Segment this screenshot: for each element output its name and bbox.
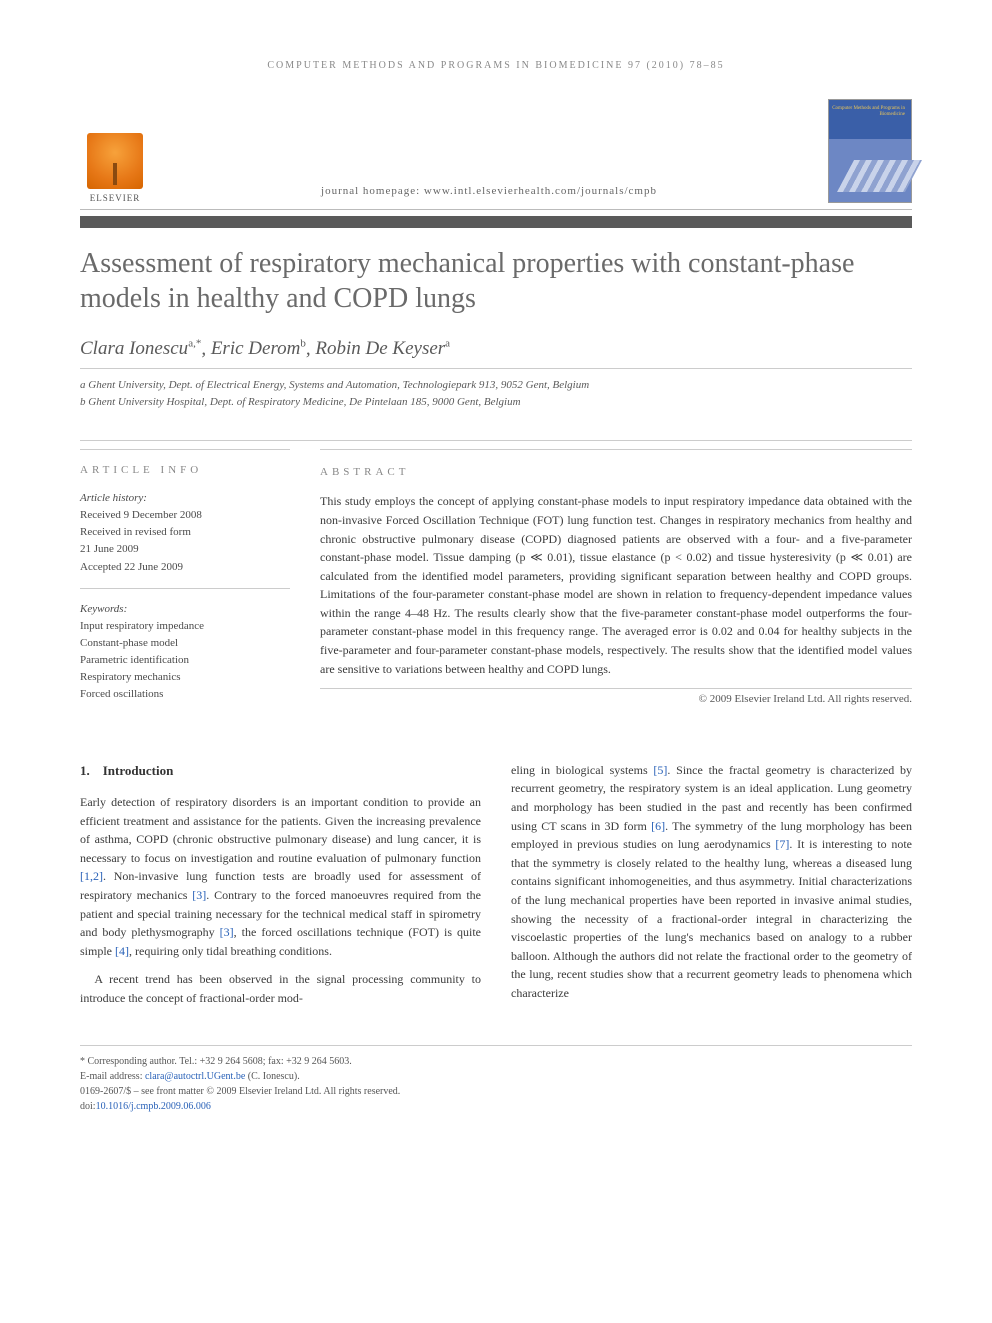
body-two-column: 1. Introduction Early detection of respi… — [80, 761, 912, 1015]
keyword: Constant-phase model — [80, 635, 290, 652]
abstract-column: ABSTRACT This study employs the concept … — [320, 449, 912, 727]
abstract-text: This study employs the concept of applyi… — [320, 492, 912, 689]
footnotes: * Corresponding author. Tel.: +32 9 264 … — [80, 1045, 912, 1114]
section-heading: 1. Introduction — [80, 761, 481, 781]
article-info-heading: ARTICLE INFO — [80, 464, 202, 476]
author-rule — [80, 368, 912, 369]
affiliations: a Ghent University, Dept. of Electrical … — [80, 377, 912, 410]
cover-label: Computer Methods and Programs in Biomedi… — [829, 106, 905, 118]
history-revised-label: Received in revised form — [80, 524, 290, 541]
elsevier-logo: ELSEVIER — [80, 123, 150, 203]
journal-homepage: journal homepage: www.intl.elsevierhealt… — [150, 185, 828, 203]
section-title: Introduction — [103, 763, 174, 778]
author: Clara Ionescua,* — [80, 338, 201, 359]
article-history: Article history: Received 9 December 200… — [80, 490, 290, 588]
article-info-column: ARTICLE INFO Article history: Received 9… — [80, 449, 290, 727]
history-label: Article history: — [80, 490, 290, 507]
paragraph: Early detection of respiratory disorders… — [80, 793, 481, 960]
affiliation: b Ghent University Hospital, Dept. of Re… — [80, 394, 912, 411]
doi-line: doi:10.1016/j.cmpb.2009.06.006 — [80, 1099, 912, 1114]
corresponding-author: * Corresponding author. Tel.: +32 9 264 … — [80, 1054, 912, 1069]
running-head: COMPUTER METHODS AND PROGRAMS IN BIOMEDI… — [80, 60, 912, 71]
abstract-heading: ABSTRACT — [320, 466, 409, 478]
affiliation: a Ghent University, Dept. of Electrical … — [80, 377, 912, 394]
journal-cover-thumbnail: Computer Methods and Programs in Biomedi… — [828, 99, 912, 203]
title-rule — [80, 216, 912, 228]
issn-line: 0169-2607/$ – see front matter © 2009 El… — [80, 1084, 912, 1099]
email-line: E-mail address: clara@autoctrl.UGent.be … — [80, 1069, 912, 1084]
elsevier-tree-icon — [87, 133, 143, 189]
keyword: Parametric identification — [80, 652, 290, 669]
author-line: Clara Ionescua,*, Eric Deromb, Robin De … — [80, 338, 912, 360]
paragraph: A recent trend has been observed in the … — [80, 970, 481, 1007]
keyword: Respiratory mechanics — [80, 669, 290, 686]
article-title: Assessment of respiratory mechanical pro… — [80, 246, 912, 316]
email-link[interactable]: clara@autoctrl.UGent.be — [145, 1071, 245, 1082]
author: Eric Deromb — [211, 338, 306, 359]
history-received: Received 9 December 2008 — [80, 507, 290, 524]
doi-link[interactable]: 10.1016/j.cmpb.2009.06.006 — [96, 1101, 211, 1112]
keyword: Forced oscillations — [80, 686, 290, 703]
history-accepted: Accepted 22 June 2009 — [80, 559, 290, 576]
masthead: ELSEVIER journal homepage: www.intl.else… — [80, 99, 912, 210]
history-revised-date: 21 June 2009 — [80, 541, 290, 558]
copyright-line: © 2009 Elsevier Ireland Ltd. All rights … — [320, 693, 912, 705]
keywords-block: Keywords: Input respiratory impedance Co… — [80, 601, 290, 715]
paragraph: eling in biological systems [5]. Since t… — [511, 761, 912, 1003]
section-number: 1. — [80, 763, 90, 778]
info-abstract-row: ARTICLE INFO Article history: Received 9… — [80, 440, 912, 727]
keyword: Input respiratory impedance — [80, 618, 290, 635]
publisher-name: ELSEVIER — [90, 193, 141, 203]
author: Robin De Keysera — [315, 338, 450, 359]
keywords-label: Keywords: — [80, 601, 290, 618]
